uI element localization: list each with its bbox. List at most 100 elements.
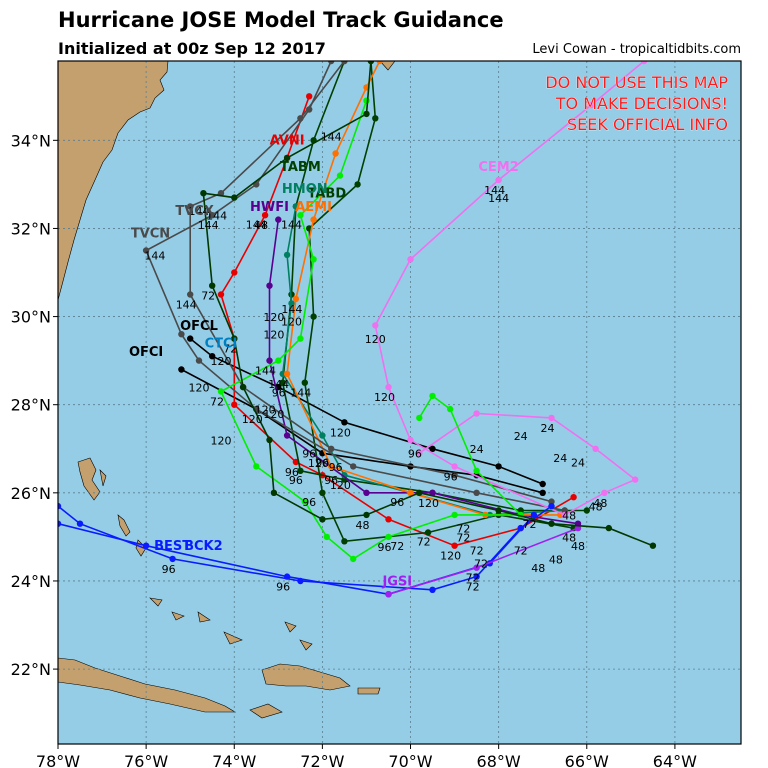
track-line: [219, 100, 523, 560]
hour-label: 96: [302, 496, 316, 509]
hour-label: 120: [255, 404, 276, 417]
track-point: [588, 101, 595, 109]
track-point: [200, 190, 207, 197]
hour-label: 96: [378, 541, 392, 554]
hour-label: 72: [466, 581, 480, 594]
track-point: [548, 498, 555, 505]
hour-label: 144: [281, 218, 302, 231]
us-east-coast: [58, 61, 169, 301]
hour-label: 48: [571, 540, 585, 553]
hour-label: 96: [408, 448, 422, 461]
track-point: [328, 463, 335, 470]
hour-label: 96: [285, 466, 299, 479]
track-point: [376, 61, 383, 65]
track-point: [385, 516, 392, 523]
track-point: [239, 383, 247, 391]
track-point: [323, 533, 330, 541]
longitude-axis: 78°W 76°W 74°W 72°W 70°W 68°W 66°W 64°W: [36, 744, 697, 768]
track-point: [367, 61, 375, 65]
hour-label: 120: [374, 391, 395, 404]
warning-line: TO MAKE DECISIONS!: [555, 94, 728, 113]
track-point: [605, 524, 612, 532]
hour-label: 120: [242, 413, 263, 426]
hour-label: 96: [302, 448, 316, 461]
hour-label: 96: [289, 474, 303, 487]
bahama-island-5: [149, 597, 163, 607]
track-nvg2: [200, 61, 657, 549]
track-point: [231, 401, 238, 408]
x-tick-label: 74°W: [212, 752, 256, 768]
model-label-tabd: TABD: [307, 187, 346, 202]
track-point: [451, 542, 458, 549]
track-point: [283, 154, 291, 162]
track-point: [473, 410, 480, 417]
hour-label: 120: [440, 550, 461, 563]
track-point: [429, 586, 436, 593]
track-point: [385, 383, 392, 391]
hour-label: 48: [549, 553, 563, 566]
cuba: [58, 657, 237, 713]
track-point: [297, 467, 304, 474]
hour-label: 144: [255, 365, 276, 378]
track-point: [142, 247, 150, 254]
hour-label: 24: [541, 422, 555, 435]
track-point: [253, 463, 260, 470]
hour-label: 120: [418, 497, 439, 510]
track-point: [310, 216, 317, 223]
track-point: [530, 511, 538, 519]
hour-label: 120: [189, 382, 210, 395]
x-tick-label: 78°W: [36, 752, 80, 768]
hour-label: 96: [315, 456, 329, 469]
y-tick-label: 34°N: [11, 131, 51, 150]
hour-label: 120: [263, 408, 284, 421]
track-point: [231, 269, 238, 276]
track-point: [178, 331, 185, 338]
hour-label: 96: [329, 461, 343, 474]
track-point: [292, 203, 300, 210]
track-point: [209, 353, 216, 360]
track-point: [266, 282, 273, 289]
hour-label: 24: [571, 456, 585, 469]
track-point: [354, 181, 361, 188]
hour-label: 48: [589, 501, 603, 514]
track-point: [473, 467, 480, 474]
track-point: [297, 115, 304, 122]
track-point: [231, 335, 238, 342]
track-point: [350, 463, 357, 470]
track-line: [286, 61, 561, 516]
track-point: [341, 419, 348, 426]
nova-scotia: [379, 61, 396, 71]
track-point: [548, 414, 555, 422]
map-subtitle: Initialized at 00z Sep 12 2017: [58, 39, 326, 58]
hour-label: 144: [189, 205, 210, 218]
hour-label: 72: [210, 396, 224, 409]
y-tick-label: 28°N: [11, 396, 51, 415]
model-label-cem2: CEM2: [478, 160, 518, 175]
hour-label: 72: [201, 290, 215, 303]
model-label-tvcn: TVCN: [131, 226, 170, 241]
track-point: [429, 445, 436, 452]
track-nvgi: [217, 97, 524, 563]
track-point: [292, 295, 300, 303]
track-point: [385, 591, 392, 598]
y-tick-label: 26°N: [11, 484, 51, 503]
track-point: [217, 291, 225, 298]
hour-label: 72: [390, 540, 404, 553]
bahama-island-8: [223, 631, 243, 645]
track-point: [306, 93, 313, 100]
hour-label: 120: [365, 333, 386, 346]
model-label-ctci: CTCI: [205, 336, 238, 351]
track-point: [231, 194, 238, 201]
track-point: [372, 115, 379, 122]
y-tick-label: 30°N: [11, 308, 51, 327]
track-ofcl: [187, 335, 546, 488]
track-point: [336, 172, 344, 179]
bahama-island-3: [117, 514, 131, 537]
hour-label: 144: [484, 184, 505, 197]
track-best: [58, 502, 555, 593]
model-label-best: BEST: [154, 539, 191, 554]
track-point: [283, 573, 291, 580]
hour-label: 144: [144, 249, 165, 262]
track-point: [319, 489, 326, 496]
model-label-aemi: AEMI: [295, 200, 332, 215]
